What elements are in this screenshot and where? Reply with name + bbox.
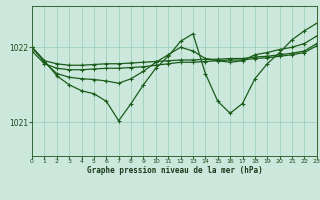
X-axis label: Graphe pression niveau de la mer (hPa): Graphe pression niveau de la mer (hPa) [86, 166, 262, 175]
